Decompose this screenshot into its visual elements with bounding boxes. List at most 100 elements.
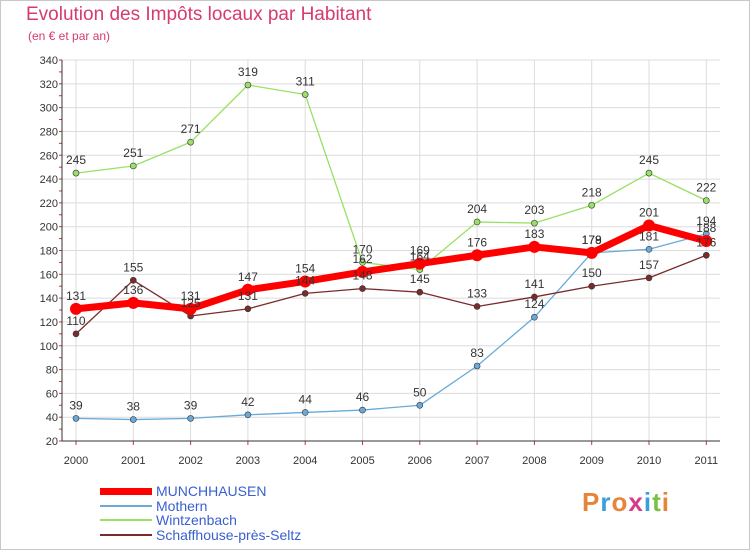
- data-point-mothern: [531, 313, 538, 321]
- data-point-schaffhouse-pr-s-seltz: [588, 282, 596, 290]
- y-tick-label: 200: [40, 222, 58, 234]
- data-label-mothern: 124: [524, 297, 544, 311]
- data-label-wintzenbach: 319: [238, 65, 258, 79]
- data-label-schaffhouse-pr-s-seltz: 150: [582, 266, 602, 280]
- data-label-wintzenbach: 204: [467, 202, 487, 216]
- data-label-wintzenbach: 164: [410, 250, 430, 264]
- x-tick-label: 2008: [522, 455, 546, 467]
- data-label-mothern: 39: [69, 398, 83, 412]
- data-label-schaffhouse-pr-s-seltz: 155: [123, 260, 143, 274]
- y-tick-label: 40: [46, 412, 58, 424]
- data-label-mothern: 50: [413, 385, 427, 399]
- proxiti-logo: Proxiti: [582, 487, 670, 518]
- data-label-munchhausen: 176: [467, 235, 487, 249]
- data-point-wintzenbach: [645, 169, 653, 177]
- data-point-schaffhouse-pr-s-seltz: [645, 274, 653, 282]
- data-point-munchhausen: [241, 283, 254, 296]
- logo-letter: t: [652, 487, 662, 517]
- series-line-mothern: [75, 233, 707, 421]
- x-tick-labels: 2000 2001 2002 2003 2004 2005 2006 2007 2008 2009…: [64, 455, 718, 467]
- data-point-munchhausen: [413, 257, 426, 270]
- data-label-munchhausen: 131: [181, 289, 201, 303]
- data-point-mothern: [187, 415, 194, 422]
- logo-letter: x: [628, 487, 644, 517]
- x-tick-label: 2007: [465, 455, 489, 467]
- x-tick-label: 2010: [637, 455, 661, 467]
- y-tick-label: 280: [40, 126, 58, 138]
- data-point-mothern: [130, 416, 137, 423]
- y-tick-labels: 20 40 60 80 100 120 140 160 180 200 220 240 260 280 30…: [40, 55, 58, 448]
- data-label-schaffhouse-pr-s-seltz: 125: [181, 296, 201, 310]
- logo-letter: P: [582, 487, 601, 517]
- data-label-mothern: 44: [299, 392, 313, 406]
- y-tick-label: 120: [40, 317, 58, 329]
- data-label-munchhausen: 169: [410, 244, 430, 258]
- data-label-wintzenbach: 245: [66, 153, 86, 167]
- x-tick-label: 2009: [579, 455, 603, 467]
- gridlines: [62, 59, 720, 442]
- data-point-wintzenbach: [588, 201, 596, 209]
- data-label-munchhausen: 201: [639, 205, 659, 219]
- data-label-mothern: 181: [639, 229, 659, 243]
- data-point-schaffhouse-pr-s-seltz: [531, 293, 538, 301]
- logo-letter: i: [643, 487, 653, 517]
- data-label-wintzenbach: 245: [639, 153, 659, 167]
- data-label-munchhausen: 162: [352, 252, 372, 266]
- data-label-munchhausen: 188: [696, 221, 716, 235]
- x-tick-label: 2005: [350, 455, 374, 467]
- logo-letter: r: [600, 487, 612, 517]
- data-label-mothern: 179: [582, 233, 602, 247]
- data-point-mothern: [645, 246, 653, 253]
- data-label-mothern: 38: [127, 400, 141, 414]
- chart-title: Evolution des Impôts locaux par Habitant: [26, 4, 372, 25]
- data-point-wintzenbach: [244, 81, 252, 89]
- data-label-munchhausen: 178: [582, 233, 602, 247]
- data-point-schaffhouse-pr-s-seltz: [244, 305, 252, 313]
- data-label-wintzenbach: 251: [123, 146, 143, 160]
- data-point-wintzenbach: [359, 259, 366, 266]
- data-point-munchhausen: [184, 302, 197, 315]
- data-label-schaffhouse-pr-s-seltz: 133: [467, 286, 487, 300]
- data-point-mothern: [359, 406, 366, 414]
- data-point-schaffhouse-pr-s-seltz: [416, 288, 424, 296]
- legend-swatch: [100, 487, 152, 495]
- data-label-wintzenbach: 311: [296, 75, 315, 89]
- y-tick-label: 20: [46, 436, 58, 448]
- data-point-munchhausen: [528, 240, 541, 253]
- data-point-munchhausen: [700, 234, 713, 247]
- axes: [59, 59, 720, 445]
- data-label-munchhausen: 154: [295, 261, 315, 275]
- x-tick-label: 2006: [408, 455, 432, 467]
- data-point-munchhausen: [356, 265, 369, 278]
- chart-subtitle: (en € et par an): [28, 29, 111, 43]
- y-tick-label: 340: [40, 55, 58, 67]
- y-tick-label: 80: [46, 365, 58, 377]
- data-point-wintzenbach: [130, 162, 137, 170]
- data-label-schaffhouse-pr-s-seltz: 144: [295, 273, 315, 287]
- y-tick-label: 140: [40, 293, 58, 305]
- data-point-schaffhouse-pr-s-seltz: [473, 303, 481, 310]
- legend-swatch: [100, 504, 152, 507]
- data-label-mothern: 39: [184, 398, 198, 412]
- y-tick-label: 100: [40, 341, 58, 353]
- data-label-schaffhouse-pr-s-seltz: 141: [524, 277, 544, 291]
- x-tick-label: 2002: [178, 455, 202, 467]
- data-label-schaffhouse-pr-s-seltz: 131: [238, 289, 258, 303]
- y-tick-label: 180: [40, 246, 58, 258]
- y-tick-label: 220: [40, 198, 58, 210]
- x-tick-label: 2003: [236, 455, 260, 467]
- y-tick-label: 60: [46, 388, 58, 400]
- data-point-wintzenbach: [702, 197, 710, 204]
- data-label-schaffhouse-pr-s-seltz: 157: [639, 258, 659, 272]
- legend-label: MUNCHHAUSEN: [156, 483, 267, 499]
- data-point-schaffhouse-pr-s-seltz: [702, 251, 710, 259]
- data-point-wintzenbach: [301, 91, 309, 98]
- y-tick-label: 260: [40, 150, 58, 162]
- x-tick-label: 2001: [121, 455, 145, 467]
- legend-label: Schaffhouse-près-Seltz: [156, 526, 302, 543]
- data-point-wintzenbach: [473, 218, 481, 226]
- data-point-schaffhouse-pr-s-seltz: [359, 285, 366, 292]
- data-label-munchhausen: 183: [524, 227, 544, 241]
- data-label-wintzenbach: 222: [696, 180, 716, 194]
- data-point-munchhausen: [471, 249, 484, 262]
